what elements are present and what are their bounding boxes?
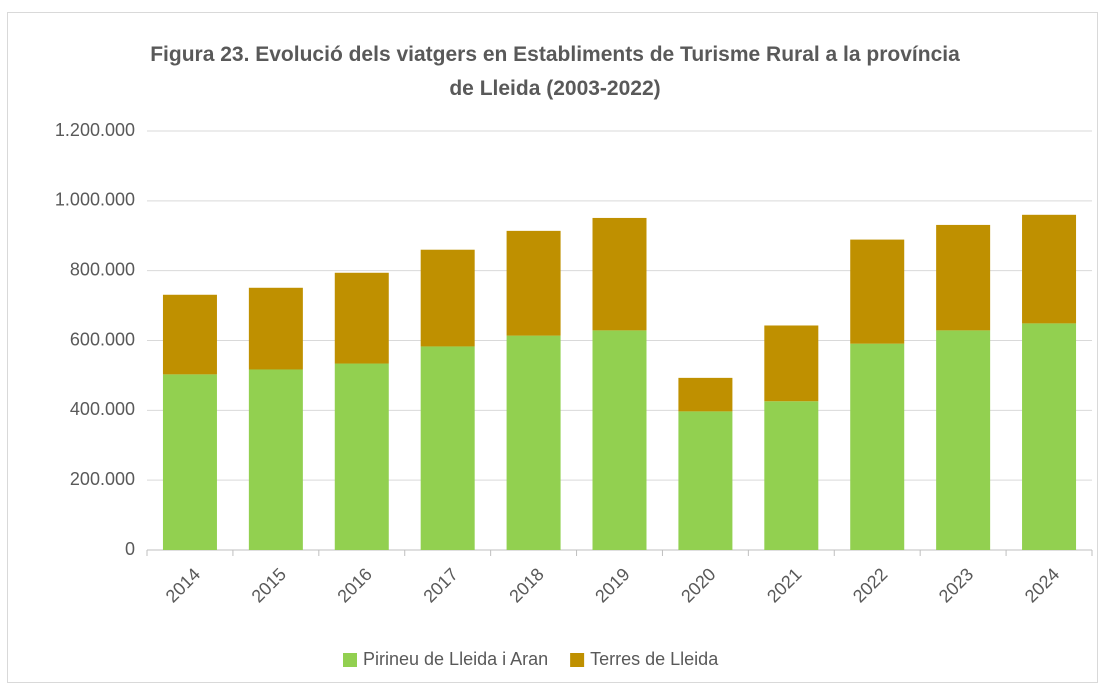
bar-segment: [1022, 214, 1077, 324]
bar-segment: [678, 411, 733, 550]
bar-segment: [1022, 323, 1077, 550]
bar-segment: [764, 325, 819, 402]
bar-segment: [334, 272, 389, 364]
bar-segment: [592, 217, 647, 331]
y-tick-label: 1.200.000: [55, 120, 135, 140]
bar-segment: [420, 346, 475, 550]
y-tick-label: 0: [125, 539, 135, 559]
y-tick-label: 600.000: [70, 329, 135, 349]
bar-segment: [850, 343, 905, 550]
y-tick-label: 1.000.000: [55, 190, 135, 210]
bar-segment: [334, 363, 389, 550]
bar-segment: [850, 239, 905, 344]
bar-segment: [162, 294, 217, 375]
bar-segment: [764, 401, 819, 550]
bar-segment: [936, 330, 991, 550]
bar-segment: [420, 249, 475, 347]
bar-segment: [248, 369, 303, 550]
bar-segment: [248, 287, 303, 370]
bar-segment: [506, 335, 561, 550]
bar-segment: [592, 330, 647, 550]
bar-segment: [162, 374, 217, 550]
y-tick-label: 800.000: [70, 259, 135, 279]
legend-swatch: [343, 653, 357, 667]
legend-label: Terres de Lleida: [590, 649, 719, 669]
y-tick-label: 200.000: [70, 469, 135, 489]
legend-label: Pirineu de Lleida i Aran: [363, 649, 548, 669]
y-tick-label: 400.000: [70, 399, 135, 419]
bar-segment: [678, 377, 733, 412]
bar-segment: [506, 230, 561, 336]
chart-title: Figura 23. Evolució dels viatgers en Est…: [150, 43, 960, 100]
legend-swatch: [570, 653, 585, 667]
bar-segment: [936, 224, 991, 331]
